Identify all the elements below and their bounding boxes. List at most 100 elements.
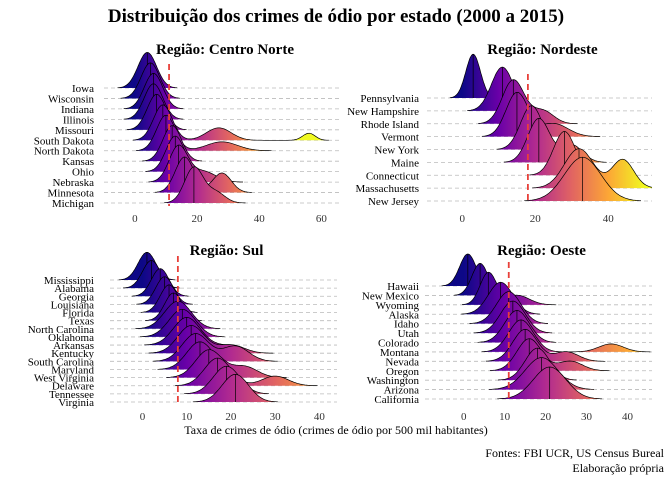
state-label: Minnesota xyxy=(48,188,95,200)
ridge-oregon xyxy=(489,338,610,371)
x-tick-label: 20 xyxy=(540,411,552,423)
state-label: Arizona xyxy=(384,385,420,397)
state-label: West Virginia xyxy=(34,373,94,385)
state-label: Oklahoma xyxy=(48,332,94,344)
state-label: Wisconsin xyxy=(48,93,94,105)
state-label: Idaho xyxy=(394,319,420,331)
x-tick-label: 40 xyxy=(254,213,266,225)
ridge-outline xyxy=(120,62,181,99)
ridge-outline xyxy=(131,268,189,297)
ridge-nebraska xyxy=(148,145,243,183)
state-label: Illinois xyxy=(63,114,94,126)
state-label: Michigan xyxy=(52,198,95,210)
state-label: Iowa xyxy=(72,83,94,95)
state-label: Connecticut xyxy=(366,170,419,182)
state-label: Delaware xyxy=(52,381,94,393)
state-label: Maine xyxy=(391,157,419,169)
ridge-outline xyxy=(136,114,272,152)
state-label: Colorado xyxy=(378,338,419,350)
x-tick-label: 30 xyxy=(581,411,593,423)
x-tick-label: 20 xyxy=(530,213,542,225)
state-label: South Carolina xyxy=(28,356,94,368)
x-tick-label: 0 xyxy=(140,411,146,423)
x-tick-label: 20 xyxy=(225,411,237,423)
panel-regi-o-centro-norte: Região: Centro Norte IowaWisconsinIndiana… xyxy=(34,42,340,225)
ridge-outline xyxy=(478,79,578,125)
state-label: Missouri xyxy=(55,125,94,137)
state-label: South Dakota xyxy=(34,135,94,147)
state-label: Louisiana xyxy=(51,299,94,311)
ridge-outline xyxy=(164,166,246,204)
panel-title: Região: Sul xyxy=(190,243,264,259)
x-tick-label: 40 xyxy=(314,411,326,423)
state-label: Ohio xyxy=(72,167,95,179)
ridge-outline xyxy=(524,156,641,202)
ridge-wyoming xyxy=(462,272,557,305)
state-label: Texas xyxy=(69,316,95,328)
ridge-outline xyxy=(184,365,269,395)
state-label: Tennessee xyxy=(49,389,94,401)
state-label: Alaska xyxy=(388,309,419,321)
ridge-outline xyxy=(153,333,278,362)
caption-note: Elaboração própria xyxy=(572,461,664,475)
state-label: Indiana xyxy=(61,104,94,116)
ridge-outline xyxy=(132,104,329,141)
ridge-minnesota xyxy=(154,157,252,193)
panel-regi-o-sul: Região: Sul MississippiAlabamaGeorgiaLoui… xyxy=(28,243,337,423)
state-label: New Jersey xyxy=(368,196,420,208)
state-label: Kansas xyxy=(62,156,94,168)
x-axis-label: Taxa de crimes de ódio (crimes de ódio p… xyxy=(184,423,488,437)
state-label: Wyoming xyxy=(376,300,420,312)
x-tick-label: 40 xyxy=(622,411,634,423)
state-label: Montana xyxy=(380,347,419,359)
state-label: North Dakota xyxy=(34,146,94,158)
ridge-delaware xyxy=(175,358,318,386)
ridge-outline xyxy=(532,148,653,189)
ridge-kentucky xyxy=(148,325,274,354)
x-tick-label: 60 xyxy=(316,213,328,225)
state-label: Virginia xyxy=(58,397,94,409)
ridge-outline xyxy=(166,349,287,378)
x-tick-label: 40 xyxy=(603,213,615,225)
chart-title: Distribuição dos crimes de ódio por esta… xyxy=(107,6,565,27)
ridge-rhode-island xyxy=(478,79,578,124)
ridge-outline xyxy=(192,373,278,403)
state-label: North Carolina xyxy=(28,324,94,336)
x-tick-label: 10 xyxy=(499,411,511,423)
x-tick-label: 30 xyxy=(270,411,282,423)
caption: Fontes: FBI UCR, US Census Bureal Elabor… xyxy=(485,446,664,476)
ridge-vermont xyxy=(481,92,601,137)
ridge-michigan xyxy=(164,166,246,203)
state-label: Alabama xyxy=(54,283,94,295)
panel-title: Região: Oeste xyxy=(497,243,586,259)
state-label: Mississippi xyxy=(44,275,94,287)
ridge-south-carolina xyxy=(153,333,278,362)
ridge-outline xyxy=(148,325,274,354)
state-label: Utah xyxy=(398,328,420,340)
state-label: Kentucky xyxy=(51,348,94,360)
state-label: Rhode Island xyxy=(361,119,420,131)
panel-title: Região: Nordeste xyxy=(487,42,598,58)
state-label: Pennsylvania xyxy=(360,93,419,105)
ridge-outline xyxy=(461,281,540,315)
x-tick-label: 0 xyxy=(132,213,138,225)
state-label: Maryland xyxy=(51,364,94,376)
state-label: Washington xyxy=(367,375,420,387)
ridge-outline xyxy=(142,125,203,162)
state-label: Florida xyxy=(62,308,94,320)
state-label: New Hampshire xyxy=(347,106,419,118)
state-label: Hawaii xyxy=(387,281,419,293)
ridge-outline xyxy=(485,328,606,362)
state-label: California xyxy=(374,394,419,406)
ridge-outline xyxy=(144,317,230,346)
x-tick-label: 10 xyxy=(181,411,193,423)
state-label: Massachusetts xyxy=(355,183,419,195)
x-tick-label: 0 xyxy=(459,213,465,225)
ridge-outline xyxy=(123,83,184,120)
state-label: Nebraska xyxy=(52,177,94,189)
state-label: Arkansas xyxy=(53,340,94,352)
